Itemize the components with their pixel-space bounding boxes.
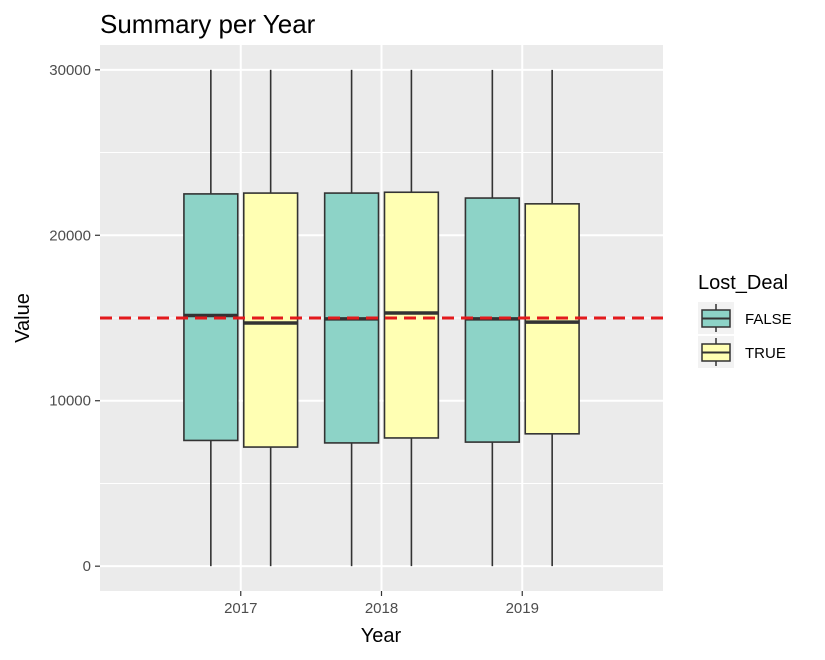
y-tick-label: 10000	[49, 393, 91, 410]
box-true-2019	[524, 69, 580, 567]
legend-item-true: TRUE	[698, 336, 786, 368]
y-tick-label: 20000	[49, 227, 91, 244]
box-true-2018	[383, 69, 440, 567]
y-tick-label: 0	[83, 558, 91, 575]
legend: Lost_Deal FALSE TRUE	[698, 272, 792, 368]
y-tick-label: 30000	[49, 62, 91, 79]
box-body	[524, 203, 580, 435]
box-true-2017	[242, 69, 299, 567]
legend-title: Lost_Deal	[698, 272, 788, 294]
box-false-2017	[183, 69, 239, 567]
legend-label: TRUE	[745, 345, 786, 362]
chart-title: Summary per Year	[100, 9, 316, 39]
box-body	[242, 192, 299, 448]
x-axis-title: Year	[361, 625, 402, 647]
legend-item-false: FALSE	[698, 302, 792, 334]
x-axis: 2017 2018 2019	[224, 591, 539, 617]
x-tick-label: 2017	[224, 600, 257, 617]
x-tick-label: 2019	[506, 600, 539, 617]
y-axis-title: Value	[12, 293, 34, 343]
y-axis: 0 10000 20000 30000	[49, 62, 100, 575]
x-tick-label: 2018	[365, 600, 398, 617]
box-false-2019	[464, 69, 521, 567]
box-body	[383, 191, 440, 439]
legend-label: FALSE	[745, 311, 792, 328]
